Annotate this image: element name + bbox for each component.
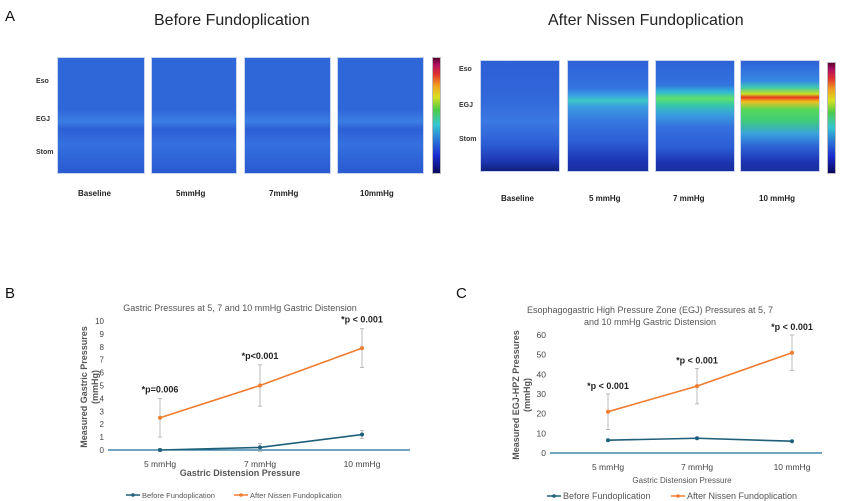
heatmap-before-colorbar: [432, 57, 441, 174]
chart-b-ylabel-line2: (mmHg): [90, 370, 100, 404]
chart-b-point-0: [258, 445, 262, 450]
chart-c-ytick-label: 0: [541, 448, 546, 458]
heatmap-before-tile-10: [337, 57, 424, 174]
chart-b-ytick-label: 2: [100, 420, 105, 429]
chart-egj-pressures: Esophagogastric High Pressure Zone (EGJ)…: [511, 305, 822, 501]
chart-b-ytick-label: 10: [95, 317, 104, 326]
chart-gastric-pressures: Gastric Pressures at 5, 7 and 10 mmHg Ga…: [79, 303, 410, 500]
panel-letter-c: C: [456, 285, 467, 302]
heatmap-before-col-5: 5mmHg: [176, 189, 206, 198]
chart-c-xtick-label: 7 mmHg: [681, 462, 713, 472]
heatmap-after-row-eso: Eso: [459, 66, 472, 73]
chart-b-legend-before: Before Fundoplication: [142, 491, 215, 500]
chart-b-ytick-label: 5: [100, 382, 105, 391]
heatmap-after-row-egj: EGJ: [459, 102, 474, 109]
chart-b-point-1: [158, 415, 162, 420]
chart-c-ytick-label: 30: [537, 389, 547, 399]
chart-c-ytick-label: 50: [537, 350, 547, 360]
heatmap-after-col-5: 5 mmHg: [589, 194, 621, 203]
heatmap-after-tile-7: [655, 60, 735, 172]
chart-b-ytick-label: 3: [100, 407, 105, 416]
chart-b-xtick-label: 5 mmHg: [144, 459, 176, 469]
heatmap-after-title: After Nissen Fundoplication: [548, 12, 744, 29]
heatmap-before-tile-5: [151, 57, 237, 174]
chart-c-legend-after: After Nissen Fundoplication: [687, 491, 797, 501]
heatmap-after-tile-10: [740, 60, 820, 172]
chart-c-point-1: [695, 384, 699, 389]
chart-c-legend-marker-after: [676, 494, 680, 498]
heatmap-after-col-7: 7 mmHg: [673, 194, 705, 203]
chart-c-legend-marker-before: [552, 494, 556, 498]
chart-b-ytick-label: 1: [100, 433, 105, 442]
chart-c-yaxis-label: Measured EGJ-HPZ Pressures (mmHg): [511, 330, 532, 460]
chart-c-point-0: [790, 439, 794, 444]
heatmap-after-col-10: 10 mmHg: [759, 194, 796, 203]
heatmap-before-col-baseline: Baseline: [78, 189, 111, 198]
heatmap-after-row-stom: Stom: [459, 136, 477, 143]
chart-c-xtick-label: 10 mmHg: [774, 462, 811, 472]
chart-b-point-0: [360, 432, 364, 437]
heatmap-after-col-baseline: Baseline: [501, 194, 534, 203]
chart-c-annotation: *p < 0.001: [587, 381, 629, 391]
chart-b-ytick-label: 7: [100, 356, 105, 365]
chart-c-point-1: [790, 350, 794, 355]
chart-b-xlabel: Gastric Distension Pressure: [180, 468, 301, 478]
chart-c-ytick-label: 40: [537, 369, 547, 379]
chart-c-legend-before: Before Fundoplication: [563, 491, 651, 501]
chart-b-title: Gastric Pressures at 5, 7 and 10 mmHg Ga…: [123, 303, 357, 313]
chart-b-annotation: *p=0.006: [142, 384, 179, 394]
panel-letter-a: A: [5, 8, 16, 25]
chart-b-point-0: [158, 448, 162, 452]
chart-b-legend-after: After Nissen Fundoplication: [250, 491, 342, 500]
chart-c-ytick-label: 10: [537, 428, 547, 438]
heatmap-before-row-egj: EGJ: [36, 116, 51, 123]
chart-c-annotation: *p < 0.001: [676, 355, 718, 365]
heatmap-after-colorbar: [827, 62, 836, 174]
chart-b-ytick-label: 9: [100, 330, 105, 339]
heatmap-before-col-10: 10mmHg: [360, 189, 394, 198]
heatmap-before-row-eso: Eso: [36, 78, 49, 85]
chart-c-title: Esophagogastric High Pressure Zone (EGJ)…: [527, 305, 773, 327]
chart-c-ylabel-line2: (mmHg): [522, 378, 532, 412]
chart-c-point-0: [695, 436, 699, 441]
chart-b-annotation: *p<0.001: [242, 351, 279, 361]
chart-b-xtick-label: 10 mmHg: [344, 459, 381, 469]
chart-c-series-line-0: [607, 437, 793, 442]
panel-letter-b: B: [5, 285, 16, 302]
chart-b-ylabel-line1: Measured Gastric Pressures: [79, 326, 89, 448]
chart-b-ytick-label: 4: [100, 394, 105, 403]
chart-b-ytick-label: 0: [100, 446, 105, 455]
chart-b-xtick-label: 7 mmHg: [244, 459, 276, 469]
chart-c-ylabel-line1: Measured EGJ-HPZ Pressures: [511, 330, 521, 460]
chart-b-legend-marker-after: [239, 493, 243, 497]
heatmap-after-tile-5: [567, 60, 649, 172]
chart-b-ytick-label: 8: [100, 343, 105, 352]
chart-b-yaxis-label: Measured Gastric Pressures (mmHg): [79, 326, 100, 448]
chart-b-annotation: *p < 0.001: [341, 315, 383, 325]
chart-c-ytick-label: 20: [537, 409, 547, 419]
chart-b-plot-area: 0 1 2 3 4 5 6 7 8 9 10 5 mmHg 7 mmHg 10 mmHg *p=0.006 *…: [95, 315, 410, 469]
heatmap-after-tile-baseline: [480, 60, 560, 172]
chart-c-ytick-label: 60: [537, 330, 547, 340]
heatmap-before-tile-7: [244, 57, 331, 174]
chart-c-point-1: [606, 409, 610, 414]
heatmap-before-col-7: 7mmHg: [269, 189, 299, 198]
chart-c-xtick-label: 5 mmHg: [592, 462, 624, 472]
chart-b-ytick-label: 6: [100, 369, 105, 378]
chart-b-point-1: [360, 346, 364, 351]
chart-b-point-1: [258, 383, 262, 388]
chart-c-annotation: *p < 0.001: [771, 322, 813, 332]
heatmap-before-row-stom: Stom: [36, 149, 54, 156]
chart-c-legend: Before Fundoplication After Nissen Fundo…: [547, 491, 797, 501]
chart-b-legend: Before Fundoplication After Nissen Fundo…: [126, 491, 342, 500]
chart-c-title-line2: and 10 mmHg Gastric Distension: [584, 317, 716, 327]
chart-b-legend-marker-before: [131, 493, 135, 497]
chart-c-title-line1: Esophagogastric High Pressure Zone (EGJ)…: [527, 305, 773, 315]
chart-c-xlabel: Gastric Distension Pressure: [632, 476, 732, 485]
heatmap-before-title: Before Fundoplication: [154, 12, 310, 29]
heatmap-before-tile-baseline: [57, 57, 145, 174]
chart-c-point-0: [606, 438, 610, 443]
chart-c-plot-area: 0 10 20 30 40 50 60 5 mmHg 7 mmHg 10 mmHg *p < 0.0…: [537, 322, 822, 472]
